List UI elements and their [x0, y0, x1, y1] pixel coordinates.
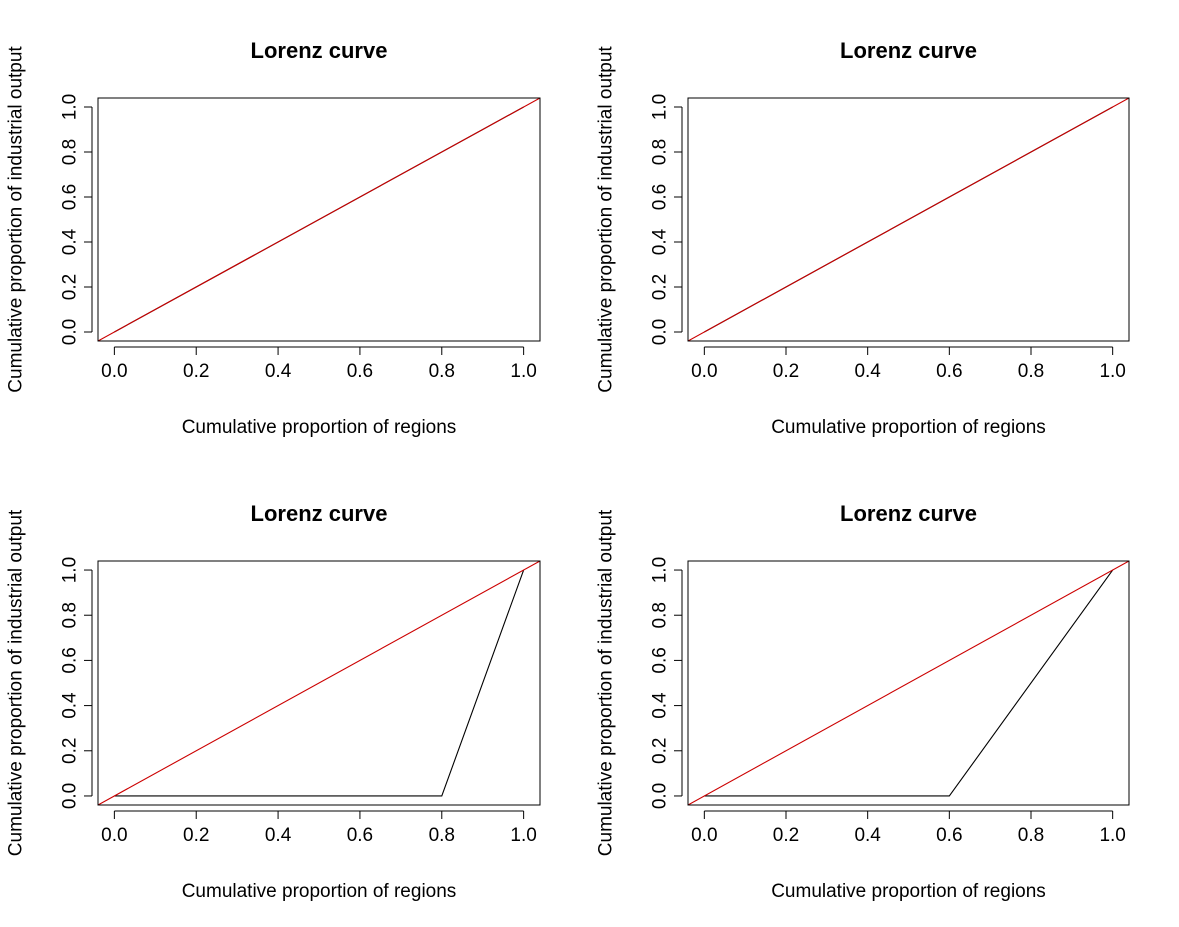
x-tick-label: 0.0	[691, 825, 717, 846]
x-tick-label: 0.6	[347, 825, 373, 846]
y-tick-label: 0.2	[60, 274, 81, 300]
x-tick-label: 0.0	[101, 825, 127, 846]
chart-title: Lorenz curve	[251, 38, 388, 63]
y-tick-label: 0.0	[650, 783, 671, 809]
y-tick-label: 0.4	[650, 228, 671, 255]
y-tick-label: 0.2	[650, 738, 671, 764]
x-tick-label: 0.4	[265, 825, 292, 846]
x-axis-label: Cumulative proportion of regions	[771, 417, 1046, 438]
chart-title: Lorenz curve	[840, 501, 977, 526]
y-tick-label: 1.0	[60, 557, 81, 583]
plot-frame	[687, 97, 1130, 342]
x-tick-label: 0.4	[854, 825, 881, 846]
chart-title: Lorenz curve	[840, 38, 977, 63]
x-tick-label: 0.2	[183, 825, 209, 846]
x-tick-label: 0.8	[429, 825, 455, 846]
equality-line	[98, 98, 540, 341]
x-tick-label: 0.6	[347, 361, 373, 382]
y-tick-label: 0.8	[650, 139, 671, 165]
x-tick-label: 1.0	[510, 825, 536, 846]
x-axis-label: Cumulative proportion of regions	[182, 881, 457, 902]
plot-frame	[97, 97, 541, 342]
x-tick-label: 0.2	[773, 825, 799, 846]
y-tick-label: 0.6	[650, 647, 671, 673]
y-tick-label: 0.4	[650, 692, 671, 719]
y-tick-label: 0.0	[60, 319, 81, 345]
x-tick-label: 1.0	[510, 361, 536, 382]
y-tick-label: 0.0	[650, 319, 671, 345]
chart-panel-2: Lorenz curve 0.0 0.2 0.4 0.6 0.8 1.0 0.0 0.2 0.4 0…	[596, 38, 1130, 438]
y-tick-label: 1.0	[650, 94, 671, 120]
x-tick-label: 1.0	[1099, 361, 1125, 382]
chart-panel-3: Lorenz curve 0.0 0.2 0.4 0.6 0.8 1.0 0.0 0.2 0.4 0…	[6, 501, 541, 902]
y-tick-label: 0.0	[60, 783, 81, 809]
x-tick-label: 0.0	[101, 361, 127, 382]
x-tick-label: 1.0	[1099, 825, 1125, 846]
y-tick-label: 0.4	[60, 228, 81, 255]
y-axis-label: Cumulative proportion of industrial outp…	[6, 509, 27, 856]
y-axis-label: Cumulative proportion of industrial outp…	[596, 46, 617, 393]
x-tick-label: 0.6	[936, 825, 962, 846]
x-tick-label: 0.4	[854, 361, 881, 382]
chart-panel-4: Lorenz curve 0.0 0.2 0.4 0.6 0.8 1.0 0.0 0.2 0.4 0…	[596, 501, 1130, 902]
equality-line	[688, 561, 1129, 805]
y-axis-label: Cumulative proportion of industrial outp…	[6, 46, 27, 393]
y-tick-label: 0.6	[60, 184, 81, 210]
lorenz-curve-line	[114, 569, 525, 797]
x-tick-label: 0.2	[773, 361, 799, 382]
x-tick-label: 0.2	[183, 361, 209, 382]
y-tick-label: 0.8	[650, 602, 671, 628]
x-axis-label: Cumulative proportion of regions	[182, 417, 457, 438]
y-tick-label: 0.8	[60, 139, 81, 165]
plot-frame	[687, 560, 1130, 806]
lorenz-curve-line	[704, 569, 1114, 797]
y-tick-label: 0.6	[60, 647, 81, 673]
y-tick-label: 0.8	[60, 602, 81, 628]
chart-title: Lorenz curve	[251, 501, 388, 526]
x-tick-label: 0.8	[1018, 361, 1044, 382]
x-tick-label: 0.6	[936, 361, 962, 382]
y-tick-label: 0.6	[650, 184, 671, 210]
equality-line	[688, 98, 1129, 341]
y-tick-label: 1.0	[60, 94, 81, 120]
x-tick-label: 0.8	[1018, 825, 1044, 846]
chart-panel-1: Lorenz curve 0.0 0.2 0.4 0.6 0.8 1.0 0.0 0.2 0.4 0…	[6, 38, 541, 438]
y-tick-label: 0.4	[60, 692, 81, 719]
y-tick-label: 0.2	[60, 738, 81, 764]
equality-line	[98, 561, 540, 805]
x-tick-label: 0.8	[429, 361, 455, 382]
y-tick-label: 1.0	[650, 557, 671, 583]
x-tick-label: 0.4	[265, 361, 292, 382]
plot-frame	[97, 560, 541, 806]
y-axis-label: Cumulative proportion of industrial outp…	[596, 509, 617, 856]
x-axis-label: Cumulative proportion of regions	[771, 881, 1046, 902]
y-tick-label: 0.2	[650, 274, 671, 300]
x-tick-label: 0.0	[691, 361, 717, 382]
